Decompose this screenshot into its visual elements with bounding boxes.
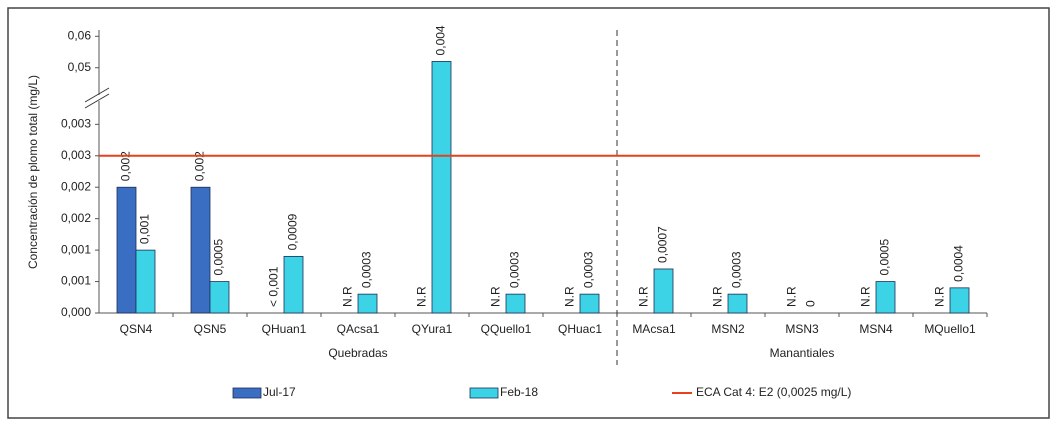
group-label: Manantiales [770, 346, 835, 360]
bar [357, 293, 378, 314]
y-tick-label: 0,002 [61, 211, 91, 225]
legend-swatch [232, 387, 262, 399]
value-label: 0,0003 [730, 251, 744, 288]
bar [135, 249, 156, 314]
y-tick-label: 0,002 [61, 179, 91, 193]
value-label: N.R [933, 286, 947, 307]
bar [190, 186, 211, 314]
bar [949, 287, 970, 314]
bar [431, 61, 452, 314]
value-label: N.R [859, 286, 873, 307]
bar [875, 281, 896, 314]
legend-label: ECA Cat 4: E2 (0,0025 mg/L) [696, 385, 851, 399]
bar [209, 281, 230, 314]
value-label: 0,0003 [360, 251, 374, 288]
frame [7, 7, 1050, 419]
value-label: N.R [341, 286, 355, 307]
value-label: 0,004 [434, 25, 448, 55]
x-tick-label: QHuac1 [558, 322, 602, 336]
bar [727, 293, 748, 314]
value-label: 0,002 [193, 151, 207, 181]
axis-break [84, 87, 110, 103]
group-label: Quebradas [328, 346, 387, 360]
value-label: 0,0005 [212, 239, 226, 276]
x-tick-label: MQuello1 [924, 322, 976, 336]
value-label: 0 [804, 300, 818, 307]
x-tick-label: MSN2 [711, 322, 745, 336]
bar [505, 293, 526, 314]
value-label: 0,001 [138, 214, 152, 244]
value-label: 0,002 [119, 151, 133, 181]
x-tick-label: QAcsa1 [337, 322, 380, 336]
axis-break [84, 93, 110, 109]
value-label: 0,0005 [878, 239, 892, 276]
x-tick-label: QHuan1 [262, 322, 307, 336]
x-tick-label: QQuello1 [481, 322, 532, 336]
bar [116, 186, 137, 314]
x-tick-label: MSN3 [785, 322, 819, 336]
value-label: 0,0009 [286, 213, 300, 250]
bar [579, 293, 600, 314]
x-tick-label: MAcsa1 [632, 322, 676, 336]
y-tick-label: 0,000 [61, 305, 91, 319]
value-label: N.R [637, 286, 651, 307]
value-label: N.R [563, 286, 577, 307]
bar [283, 255, 304, 314]
x-tick-label: QSN5 [194, 322, 227, 336]
axis-break [85, 95, 109, 101]
value-label: 0,0004 [952, 245, 966, 282]
value-label: N.R [711, 286, 725, 307]
y-tick-label: 0,001 [61, 242, 91, 256]
value-label: N.R [415, 286, 429, 307]
x-tick-label: QYura1 [412, 322, 453, 336]
legend-label: Jul-17 [263, 385, 296, 399]
y-tick-label: 0,05 [68, 60, 92, 74]
y-axis-label: Concentración de plomo total (mg/L) [26, 75, 40, 269]
legend-swatch [469, 387, 499, 399]
y-tick-label: 0,003 [61, 148, 91, 162]
y-tick-label: 0,001 [61, 274, 91, 288]
value-label: 0,0003 [582, 251, 596, 288]
y-tick-label: 0,003 [61, 117, 91, 131]
value-label: < 0,001 [267, 266, 281, 307]
y-tick-label: 0,06 [68, 28, 92, 42]
x-tick-label: MSN4 [859, 322, 893, 336]
x-tick-label: QSN4 [120, 322, 153, 336]
value-label: N.R [489, 286, 503, 307]
value-label: 0,0003 [508, 251, 522, 288]
bar [653, 268, 674, 314]
value-label: N.R [785, 286, 799, 307]
legend-label: Feb-18 [500, 385, 538, 399]
value-label: 0,0007 [656, 226, 670, 263]
